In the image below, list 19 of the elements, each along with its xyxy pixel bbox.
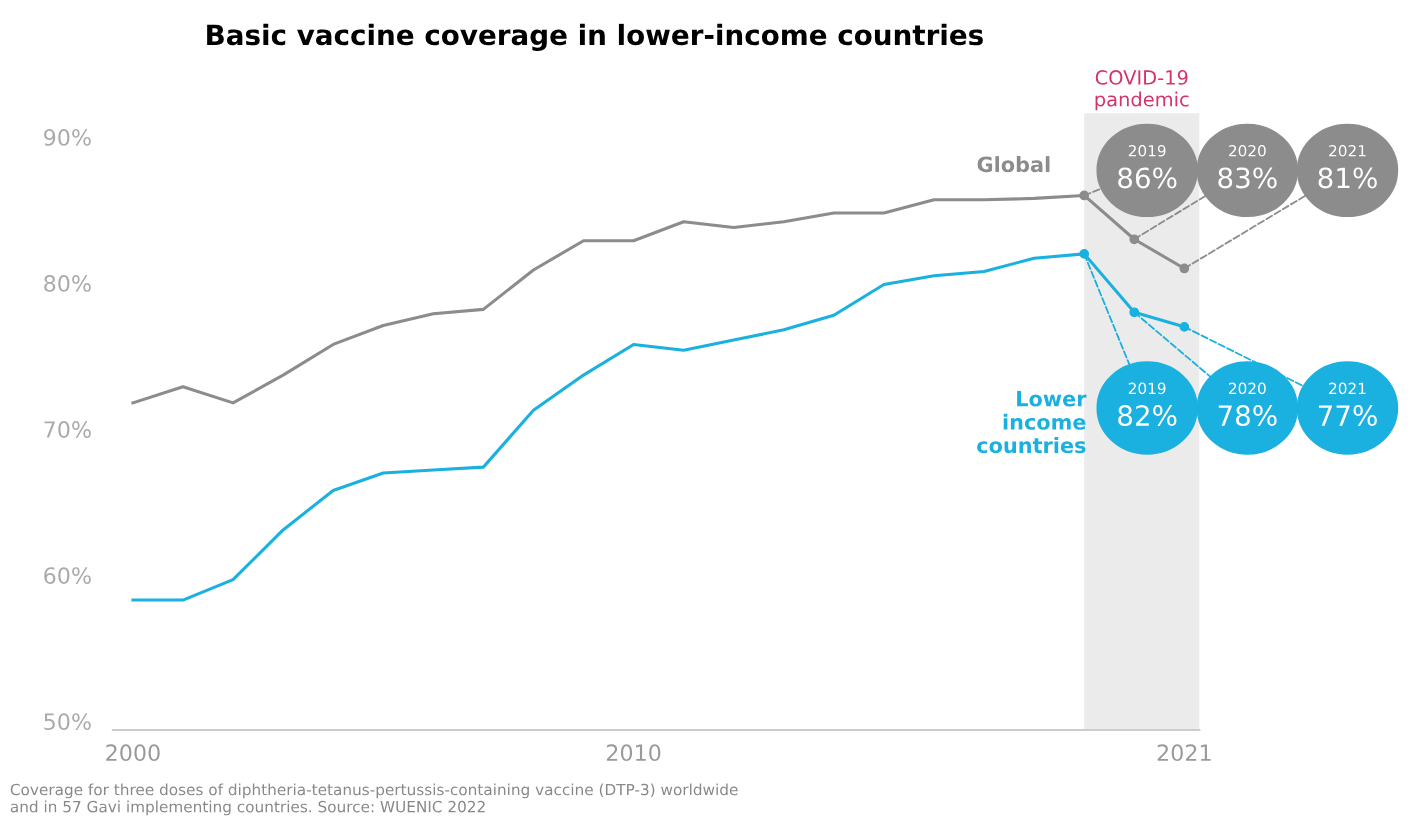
data-label: 2021 77% <box>1318 382 1377 427</box>
data-label: 2021 81% <box>1318 144 1377 189</box>
text: Lower income countries <box>977 391 1087 454</box>
data-label: 2019 82% <box>1118 382 1177 427</box>
x-tick-label: 2010 <box>606 744 661 762</box>
x-tick-label: 2021 <box>1157 744 1211 762</box>
x-tick-label: 2000 <box>106 744 160 762</box>
y-tick-label: 60% <box>44 567 91 584</box>
series-label: Global <box>977 156 1050 173</box>
data-label: 2020 78% <box>1218 382 1277 427</box>
chart-title: Basic vaccine coverage in lower-income countries <box>207 23 983 51</box>
data-label: 2020 83% <box>1218 144 1277 189</box>
y-tick-label: 50% <box>44 713 91 731</box>
band-label: COVID-19 pandemic <box>1095 70 1189 111</box>
y-tick-label: 70% <box>44 421 91 438</box>
y-tick-label: 80% <box>44 275 91 292</box>
y-tick-label: 90% <box>44 128 91 146</box>
text: Coverage for three doses of diphtheria-tetanus-pertussis-containing vaccine (DTP-3) worldwide and in 57 Gavi implementing countries. Source: WUENIC 2022 <box>10 783 738 816</box>
data-label: 2019 86% <box>1118 144 1177 189</box>
